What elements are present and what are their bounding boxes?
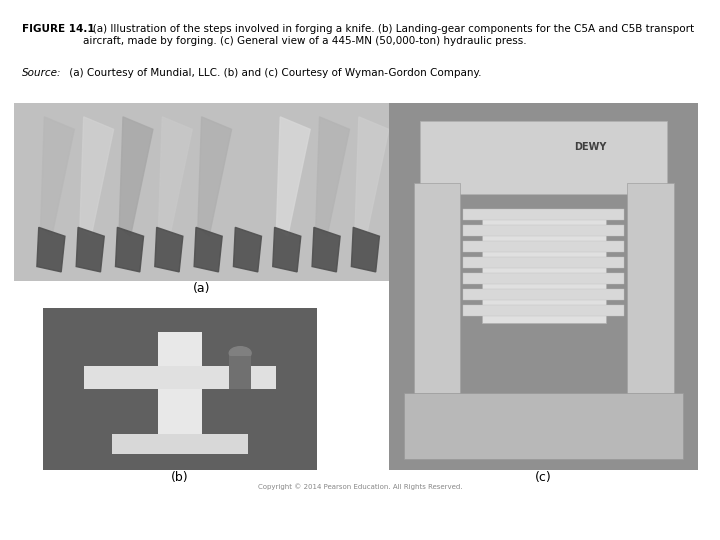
FancyBboxPatch shape xyxy=(463,305,624,315)
Polygon shape xyxy=(194,227,222,272)
Text: (c): (c) xyxy=(535,471,552,484)
FancyBboxPatch shape xyxy=(84,366,276,389)
FancyBboxPatch shape xyxy=(482,213,606,323)
Text: (b): (b) xyxy=(171,471,189,484)
Text: ALWAYS LEARNING: ALWAYS LEARNING xyxy=(14,512,95,521)
Polygon shape xyxy=(273,227,301,272)
FancyBboxPatch shape xyxy=(43,308,317,470)
Polygon shape xyxy=(37,227,65,272)
FancyBboxPatch shape xyxy=(463,225,624,236)
Polygon shape xyxy=(155,227,183,272)
FancyBboxPatch shape xyxy=(463,257,624,268)
Polygon shape xyxy=(355,117,389,237)
Text: (a) Illustration of the steps involved in forging a knife. (b) Landing-gear comp: (a) Illustration of the steps involved i… xyxy=(83,24,694,46)
FancyBboxPatch shape xyxy=(420,121,667,194)
Polygon shape xyxy=(233,227,261,272)
FancyBboxPatch shape xyxy=(463,289,624,300)
FancyBboxPatch shape xyxy=(389,103,698,470)
FancyBboxPatch shape xyxy=(463,273,624,284)
Polygon shape xyxy=(40,117,74,237)
Text: Copyright © 2014 Pearson Education. All Rights Reserved.: Copyright © 2014 Pearson Education. All … xyxy=(258,483,462,490)
Text: (a): (a) xyxy=(193,282,210,295)
FancyBboxPatch shape xyxy=(14,103,389,281)
Polygon shape xyxy=(80,117,114,237)
Text: (a) Courtesy of Mundial, LLC. (b) and (c) Courtesy of Wyman-Gordon Company.: (a) Courtesy of Mundial, LLC. (b) and (c… xyxy=(66,68,482,78)
FancyBboxPatch shape xyxy=(112,434,248,454)
FancyBboxPatch shape xyxy=(405,393,683,459)
Polygon shape xyxy=(158,117,192,237)
Polygon shape xyxy=(351,227,379,272)
Circle shape xyxy=(229,347,251,360)
Polygon shape xyxy=(312,227,340,272)
FancyBboxPatch shape xyxy=(463,241,624,252)
Polygon shape xyxy=(276,117,310,237)
Text: PEARSON: PEARSON xyxy=(670,507,720,525)
FancyBboxPatch shape xyxy=(413,184,460,396)
FancyBboxPatch shape xyxy=(627,184,674,396)
Polygon shape xyxy=(198,117,232,237)
FancyBboxPatch shape xyxy=(229,356,251,389)
Text: Manufacturing Engineering and Technology, Seventh Edition: Manufacturing Engineering and Technology… xyxy=(144,504,416,514)
Polygon shape xyxy=(316,117,349,237)
Text: Serope Kalpakjian | Steven R. Schmid: Serope Kalpakjian | Steven R. Schmid xyxy=(144,524,313,532)
Polygon shape xyxy=(120,117,153,237)
Polygon shape xyxy=(76,227,104,272)
Polygon shape xyxy=(115,227,143,272)
Text: All rights reserved.: All rights reserved. xyxy=(468,524,554,532)
Text: FIGURE 14.1: FIGURE 14.1 xyxy=(22,24,94,35)
FancyBboxPatch shape xyxy=(158,332,202,437)
FancyBboxPatch shape xyxy=(463,209,624,220)
Text: Copyright ©2014 by Pearson Education, Inc.: Copyright ©2014 by Pearson Education, In… xyxy=(468,504,670,514)
Text: Source:: Source: xyxy=(22,68,61,78)
Polygon shape xyxy=(237,117,271,237)
Text: DEWY: DEWY xyxy=(574,141,606,152)
